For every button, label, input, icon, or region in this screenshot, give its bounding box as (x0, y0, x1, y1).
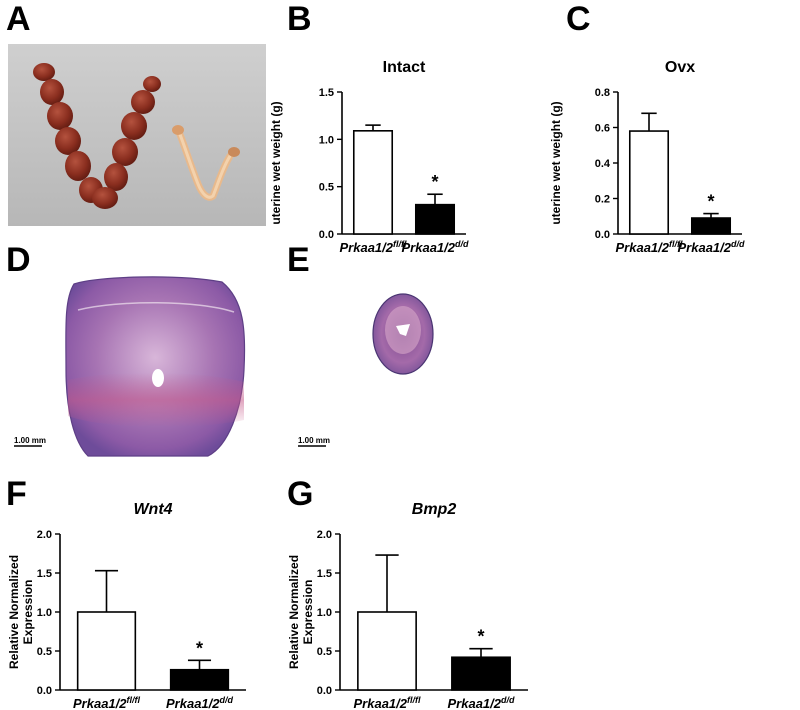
y-tick-label: 1.5 (37, 568, 52, 580)
y-tick-label: 1.0 (319, 134, 334, 146)
chart-title: Intact (383, 59, 426, 76)
scale-bar-d: 1.00 mm (14, 436, 46, 447)
y-axis-label: uterine wet weight (g) (269, 101, 283, 224)
significance-marker: * (431, 172, 438, 192)
x-category-label: Prkaa1/2fl/fl (616, 239, 683, 255)
x-category-name: Prkaa1/2 (340, 240, 394, 255)
svg-text:1.00 mm: 1.00 mm (298, 436, 330, 445)
bar (169, 668, 230, 691)
x-category-genotype: d/d (455, 239, 469, 249)
y-tick-label: 0.5 (319, 182, 334, 194)
y-axis-label-line: Relative Normalized (7, 555, 21, 669)
y-tick-label: 0.5 (37, 646, 52, 658)
significance-marker: * (196, 638, 203, 658)
histology-section-knockout: 1.00 mm (298, 293, 434, 447)
y-tick-label: 2.0 (37, 529, 52, 541)
bar (76, 611, 137, 691)
y-axis-label-line: Expression (301, 580, 315, 645)
x-category-name: Prkaa1/2 (402, 240, 456, 255)
panel-label-b: B (287, 0, 312, 38)
panel-label-c: C (566, 0, 591, 38)
panel-label-a: A (6, 0, 31, 38)
y-tick-label: 0.0 (317, 685, 332, 697)
y-tick-label: 0.4 (595, 158, 611, 170)
x-category-name: Prkaa1/2 (73, 696, 127, 710)
y-tick-label: 0.0 (37, 685, 52, 697)
chart-uterine-weight-intact: Intact uterine wet weight (g) 0.0 0.5 1.0 1.5… (269, 59, 469, 255)
y-axis-label: Relative NormalizedExpression (287, 555, 315, 669)
x-category-name: Prkaa1/2 (354, 696, 408, 710)
x-category-genotype: d/d (220, 695, 234, 705)
y-tick-label: 1.0 (317, 607, 332, 619)
small-uterus (172, 125, 240, 201)
uterus-photo (8, 44, 266, 226)
x-category-genotype: fl/fl (407, 695, 421, 705)
bar (690, 217, 732, 235)
y-tick-label: 1.5 (317, 568, 332, 580)
chart-bmp2-expression: Bmp2 Relative NormalizedExpression 0.0 0.5 1… (287, 501, 528, 710)
significance-marker: * (477, 627, 484, 647)
y-tick-label: 0.0 (595, 229, 610, 241)
x-category-genotype: fl/fl (393, 239, 407, 249)
x-category-genotype: fl/fl (127, 695, 141, 705)
x-category-name: Prkaa1/2 (448, 696, 502, 710)
y-tick-label: 1.5 (319, 87, 334, 99)
y-tick-label: 0.5 (317, 646, 332, 658)
chart-title: Wnt4 (133, 501, 172, 518)
x-category-name: Prkaa1/2 (166, 696, 220, 710)
panel-label-f: F (6, 475, 27, 513)
y-axis-label-line: Expression (21, 580, 35, 645)
chart-title: Bmp2 (412, 501, 457, 518)
bar (414, 203, 456, 235)
chart-wnt4-expression: Wnt4 Relative NormalizedExpression 0.0 0.5 1… (7, 501, 246, 710)
x-category-label: Prkaa1/2d/d (678, 239, 745, 255)
bar (451, 656, 511, 691)
y-tick-label: 1.0 (37, 607, 52, 619)
histology-section-control: 1.00 mm (14, 276, 246, 457)
x-category-name: Prkaa1/2 (616, 240, 670, 255)
x-category-label: Prkaa1/2d/d (402, 239, 469, 255)
x-category-label: Prkaa1/2fl/fl (340, 239, 407, 255)
svg-text:1.00 mm: 1.00 mm (14, 436, 46, 445)
x-category-label: Prkaa1/2d/d (448, 695, 515, 710)
large-uterus (33, 63, 161, 209)
x-category-name: Prkaa1/2 (678, 240, 732, 255)
x-category-genotype: d/d (731, 239, 745, 249)
y-axis-label: uterine wet weight (g) (549, 101, 563, 224)
y-axis-label-line: Relative Normalized (287, 555, 301, 669)
chart-uterine-weight-ovx: Ovx uterine wet weight (g) 0.0 0.2 0.4 0.6 0.8… (549, 59, 745, 255)
x-category-genotype: fl/fl (669, 239, 683, 249)
x-category-label: Prkaa1/2fl/fl (354, 695, 421, 710)
y-tick-label: 0.6 (595, 123, 610, 135)
bar (357, 611, 417, 691)
x-category-genotype: d/d (501, 695, 515, 705)
bar (628, 130, 670, 235)
y-tick-label: 2.0 (317, 529, 332, 541)
chart-title: Ovx (665, 59, 695, 76)
scale-bar-e: 1.00 mm (298, 436, 330, 447)
x-category-label: Prkaa1/2d/d (166, 695, 233, 710)
y-tick-label: 0.2 (595, 194, 610, 206)
panel-label-g: G (287, 475, 314, 513)
y-tick-label: 0.8 (595, 87, 610, 99)
y-axis-label: Relative NormalizedExpression (7, 555, 35, 669)
x-category-label: Prkaa1/2fl/fl (73, 695, 140, 710)
bar (352, 130, 394, 235)
panel-label-e: E (287, 241, 310, 279)
y-tick-label: 0.0 (319, 229, 334, 241)
panel-label-d: D (6, 241, 31, 279)
significance-marker: * (707, 192, 714, 212)
